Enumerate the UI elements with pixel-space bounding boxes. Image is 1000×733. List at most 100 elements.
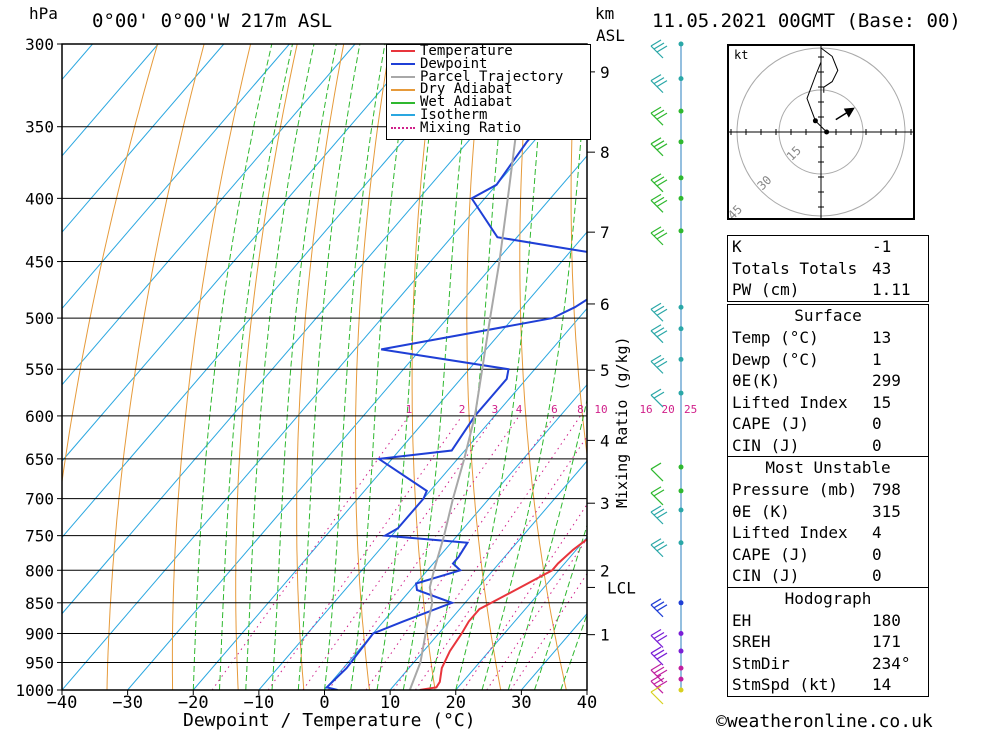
isotherm <box>0 44 27 690</box>
wet-adiabat <box>376 44 442 690</box>
wind-barb-dot <box>678 195 684 201</box>
pressure-tick-label: 300 <box>25 35 54 54</box>
legend-item: Temperature <box>387 43 590 59</box>
mixing-ratio-label: 20 <box>662 403 675 416</box>
wind-barb-flag <box>656 360 668 368</box>
wind-barb-flag <box>650 193 662 201</box>
mixing-ratio-label: 1 <box>406 403 413 416</box>
legend-item: Wet Adiabat <box>387 94 590 111</box>
wind-barb-flag <box>650 354 662 362</box>
mixing-ratio-label: 6 <box>551 403 558 416</box>
wind-barb-flag <box>656 143 668 151</box>
legend-label: Isotherm <box>420 106 488 123</box>
mixing-ratio-line <box>486 537 587 690</box>
wind-barb-dot <box>678 665 684 671</box>
wind-barb-dot <box>678 139 684 145</box>
index-row-k: K -1 <box>732 237 892 256</box>
dry-adiabat <box>570 44 587 459</box>
isotherm <box>389 460 587 690</box>
wind-barb-flag <box>650 646 662 654</box>
pressure-tick-label: 400 <box>25 189 54 208</box>
wind-barb-dot <box>678 464 684 470</box>
unstable-row: θE (K) 315 <box>732 501 901 521</box>
legend-label: Temperature <box>420 43 513 59</box>
hodograph-title: Hodograph <box>728 586 928 610</box>
legend-label: Parcel Trajectory <box>420 68 564 85</box>
wind-barb-flag <box>650 486 662 494</box>
mixing-ratio-label: 8 <box>577 403 584 416</box>
wind-barb-dot <box>678 228 684 234</box>
wind-barb-flag <box>656 604 668 612</box>
datetime: 11.05.2021 00GMT (Base: 00) <box>652 10 961 32</box>
wind-barb-flag <box>650 462 662 470</box>
wet-adiabat <box>219 44 293 690</box>
plot-area <box>0 44 587 690</box>
wind-barb-flag <box>656 80 668 88</box>
most-unstable-title: Most Unstable <box>728 456 928 479</box>
temp-tick-label: −20 <box>178 693 209 713</box>
wind-barb-flag <box>653 77 665 85</box>
surface-row: Temp (°C) 13 <box>732 328 892 347</box>
wind-barb-flag <box>650 137 662 145</box>
pressure-tick-label: 900 <box>25 624 54 643</box>
hodo-point <box>824 129 830 135</box>
mixing-ratio-label: 16 <box>639 403 652 416</box>
wind-barb-dot <box>678 108 684 114</box>
wind-barb-flag <box>656 680 668 688</box>
mixing-ratio-label: 3 <box>492 403 499 416</box>
wind-barb-flag <box>656 330 668 338</box>
legend-swatch <box>391 88 415 91</box>
isotherm <box>62 44 553 615</box>
storm-motion-arrowhead <box>843 107 855 118</box>
pressure-unit: hPa <box>29 4 58 23</box>
wind-barb <box>650 226 668 246</box>
wind-barb-flag <box>653 229 665 237</box>
surface-row: Lifted Index 15 <box>732 392 892 412</box>
wind-barb-flag <box>650 39 662 47</box>
temp-tick-label: −10 <box>244 693 275 713</box>
isotherm <box>127 155 587 690</box>
legend-item: Mixing Ratio <box>387 121 590 135</box>
legend-swatch <box>391 50 415 53</box>
wind-barb-shaft <box>650 492 664 506</box>
indices-general: K -1 Totals Totals 43 PW (cm) 1.11 <box>727 235 929 302</box>
mixing-ratio-label: 4 <box>516 403 523 416</box>
wind-barb-shaft <box>650 691 664 705</box>
pressure-tick-label: 800 <box>25 561 54 580</box>
wind-barb-dot <box>678 356 684 362</box>
wind-barb-flag <box>656 45 668 53</box>
isotherm <box>258 307 587 690</box>
wind-barb-flag <box>656 308 668 316</box>
wind-barb-flag <box>653 508 665 516</box>
pressure-tick-label: 450 <box>25 253 54 272</box>
wind-barb <box>650 628 668 648</box>
wind-barb-flag <box>653 357 665 365</box>
mixing-ratio-label: 25 <box>684 403 697 416</box>
wind-barb-dot <box>678 304 684 310</box>
temp-tick-label: 20 <box>446 693 466 713</box>
wind-barb-flag <box>650 388 662 396</box>
wind-barb-flag <box>650 505 662 513</box>
unstable-row: Pressure (mb) 798 <box>732 480 901 499</box>
wind-barb <box>650 388 665 408</box>
isotherm <box>62 44 487 539</box>
unstable-row: CIN (J) 0 <box>732 566 882 585</box>
wet-adiabat <box>192 44 273 690</box>
temp-tick-label: 40 <box>577 693 597 713</box>
hodo-row: SREH 171 <box>732 632 901 651</box>
wind-barb-flag <box>653 601 665 609</box>
parcel-trajectory-line <box>408 44 527 690</box>
wind-barb <box>650 646 668 666</box>
legend: Temperature Dewpoint Parcel Trajectory Dry … <box>386 44 591 140</box>
km-tick-label: 6 <box>600 295 610 314</box>
mixing-ratio-line <box>393 415 581 690</box>
x-axis-label: Dewpoint / Temperature (°C) <box>183 710 476 731</box>
surface-row: θE(K) 299 <box>732 371 901 390</box>
surface-title: Surface <box>794 306 862 325</box>
wind-barb-flag <box>656 544 668 552</box>
wet-adiabat <box>455 44 547 690</box>
legend-label: Wet Adiabat <box>420 94 513 111</box>
wind-barb <box>650 137 668 157</box>
hodo-row: StmSpd (kt) 14 <box>732 675 892 694</box>
wind-barb-dot <box>678 175 684 181</box>
